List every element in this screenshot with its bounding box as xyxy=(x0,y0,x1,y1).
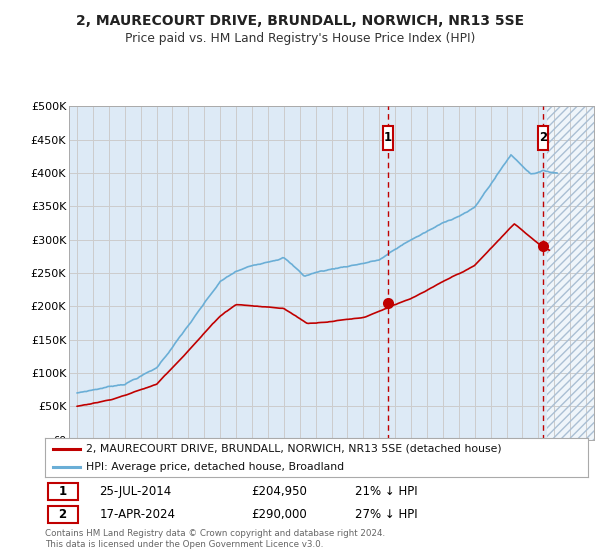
Text: 27% ↓ HPI: 27% ↓ HPI xyxy=(355,508,417,521)
Text: 21% ↓ HPI: 21% ↓ HPI xyxy=(355,485,417,498)
Text: 1: 1 xyxy=(384,131,392,144)
Text: 2, MAURECOURT DRIVE, BRUNDALL, NORWICH, NR13 5SE: 2, MAURECOURT DRIVE, BRUNDALL, NORWICH, … xyxy=(76,14,524,28)
Bar xyxy=(547,106,594,440)
Bar xyxy=(547,106,594,440)
Text: 2: 2 xyxy=(59,508,67,521)
Text: 17-APR-2024: 17-APR-2024 xyxy=(100,508,175,521)
Text: HPI: Average price, detached house, Broadland: HPI: Average price, detached house, Broa… xyxy=(86,461,344,472)
Text: 2: 2 xyxy=(539,131,547,144)
Text: Contains HM Land Registry data © Crown copyright and database right 2024.
This d: Contains HM Land Registry data © Crown c… xyxy=(45,529,385,549)
FancyBboxPatch shape xyxy=(48,506,77,523)
Text: 25-JUL-2014: 25-JUL-2014 xyxy=(100,485,172,498)
FancyBboxPatch shape xyxy=(538,126,548,150)
Text: 2, MAURECOURT DRIVE, BRUNDALL, NORWICH, NR13 5SE (detached house): 2, MAURECOURT DRIVE, BRUNDALL, NORWICH, … xyxy=(86,444,502,454)
Text: 1: 1 xyxy=(59,485,67,498)
Text: £204,950: £204,950 xyxy=(251,485,307,498)
FancyBboxPatch shape xyxy=(48,483,77,500)
Text: Price paid vs. HM Land Registry's House Price Index (HPI): Price paid vs. HM Land Registry's House … xyxy=(125,32,475,45)
Text: £290,000: £290,000 xyxy=(251,508,307,521)
FancyBboxPatch shape xyxy=(383,126,393,150)
